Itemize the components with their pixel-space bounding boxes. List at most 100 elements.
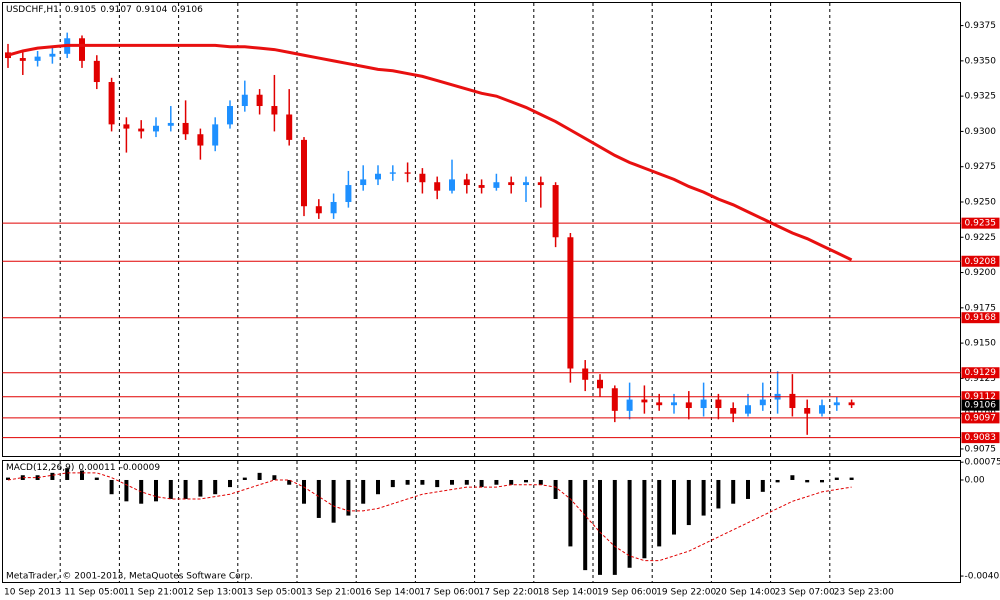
- candle-body: [833, 402, 840, 406]
- macd-bar: [183, 479, 188, 499]
- x-tick-label: 19 Sep 06:00: [597, 588, 657, 598]
- candle-body: [449, 179, 455, 191]
- candle-body: [404, 172, 411, 174]
- level-label-box: [961, 255, 1000, 267]
- macd-bar: [20, 475, 25, 480]
- macd-bar: [228, 479, 232, 488]
- candle-body: [227, 106, 233, 125]
- macd-bar: [524, 479, 528, 483]
- macd-bar: [50, 472, 55, 480]
- candle-body: [286, 114, 293, 140]
- candle-body: [19, 58, 26, 61]
- macd-bar: [805, 479, 810, 483]
- candle-body: [745, 405, 751, 414]
- level-label: 0.9168: [965, 313, 997, 323]
- macd-bar: [213, 479, 218, 495]
- macd-bar: [6, 477, 10, 480]
- macd-bar: [642, 479, 647, 559]
- candle-body: [153, 125, 159, 132]
- macd-bar: [35, 475, 40, 480]
- level-label: 0.9097: [965, 413, 997, 423]
- footer: MetaTrader, © 2001-2013, MetaQuotes Soft…: [6, 572, 253, 582]
- level-label-box: [961, 312, 1000, 324]
- y-tick-label: 0.9150: [965, 339, 997, 349]
- macd-bar: [420, 479, 425, 485]
- level-label-box: [961, 432, 1000, 444]
- candle-body: [108, 82, 115, 125]
- candle-body: [819, 405, 825, 414]
- y-tick-label: 0.9350: [965, 56, 997, 66]
- candle-body: [34, 56, 41, 61]
- macd-bar: [746, 479, 750, 499]
- x-tick-label: 13 Sep 05:00: [242, 588, 302, 598]
- macd-bar: [287, 479, 292, 485]
- x-tick-label: 17 Sep 06:00: [419, 588, 479, 598]
- macd-bar: [435, 479, 440, 488]
- candle-body: [582, 368, 589, 380]
- macd-bar: [686, 479, 691, 526]
- candle-body: [759, 399, 766, 406]
- macd-bar: [405, 479, 410, 485]
- x-tick-label: 20 Sep 14:00: [715, 588, 775, 598]
- candle-body: [567, 237, 574, 369]
- level-label: 0.9235: [965, 219, 997, 229]
- macd-bar: [553, 479, 558, 499]
- y-tick-label: 0.9225: [965, 233, 997, 243]
- y-tick-label: 0.9375: [965, 21, 997, 31]
- candle-body: [360, 179, 367, 186]
- candle-body: [256, 94, 263, 107]
- y-tick-label: 0.9325: [965, 92, 997, 102]
- level-label: 0.9112: [965, 392, 997, 402]
- macd-bar: [834, 477, 839, 480]
- x-tick-label: 11 Sep 21:00: [123, 588, 183, 598]
- x-tick-label: 11 Sep 05:00: [64, 588, 124, 598]
- macd-bar: [109, 479, 114, 495]
- x-tick-label: 12 Sep 13:00: [183, 588, 243, 598]
- level-label-box: [961, 367, 1000, 379]
- macd-bar: [583, 479, 588, 571]
- macd-bar: [198, 479, 203, 497]
- macd-bar: [302, 479, 306, 504]
- candle-body: [508, 182, 515, 186]
- last-price-label: 0.9106: [965, 401, 997, 411]
- macd-bar: [701, 479, 706, 516]
- macd-bar: [168, 479, 173, 499]
- candle-body: [597, 379, 603, 389]
- moving-average: [7, 43, 853, 262]
- candle-body: [700, 399, 707, 409]
- candle-body: [93, 60, 100, 83]
- macd-bar: [775, 479, 780, 483]
- macd-bar: [331, 479, 336, 523]
- y-tick-label: 0.00075: [965, 458, 1000, 468]
- x-tick-label: 23 Sep 07:00: [775, 588, 835, 598]
- candle-body: [671, 402, 677, 406]
- candle-body: [271, 106, 278, 115]
- macd-header: MACD(12,26,9) 0.00011 -0.00009: [6, 463, 160, 473]
- candle-body: [138, 128, 145, 132]
- x-tick-label: 17 Sep 22:00: [479, 588, 539, 598]
- candle-body: [715, 399, 722, 409]
- level-label-box: [961, 391, 1000, 403]
- x-tick-label: 18 Sep 14:00: [538, 588, 598, 598]
- candle-body: [685, 402, 692, 409]
- candle-body: [345, 185, 352, 202]
- x-tick-label: 13 Sep 21:00: [301, 588, 361, 598]
- x-tick-label: 16 Sep 14:00: [360, 588, 420, 598]
- candle-body: [301, 139, 307, 207]
- macd-bar: [450, 479, 454, 485]
- x-tick-label: 23 Sep 23:00: [834, 588, 894, 598]
- candle-body: [478, 185, 485, 188]
- candle-body: [434, 182, 441, 191]
- candle-body: [804, 408, 811, 414]
- price-panel: [2, 2, 961, 457]
- macd-bar: [390, 479, 395, 488]
- candle-body: [167, 122, 174, 126]
- last-price-box: [961, 399, 1000, 411]
- macd-bar: [479, 479, 484, 488]
- candle-body: [241, 94, 248, 107]
- y-tick-label: 0.9175: [965, 303, 997, 313]
- candle-body: [79, 38, 85, 61]
- level-label: 0.9083: [965, 433, 997, 443]
- candle-body: [611, 388, 618, 411]
